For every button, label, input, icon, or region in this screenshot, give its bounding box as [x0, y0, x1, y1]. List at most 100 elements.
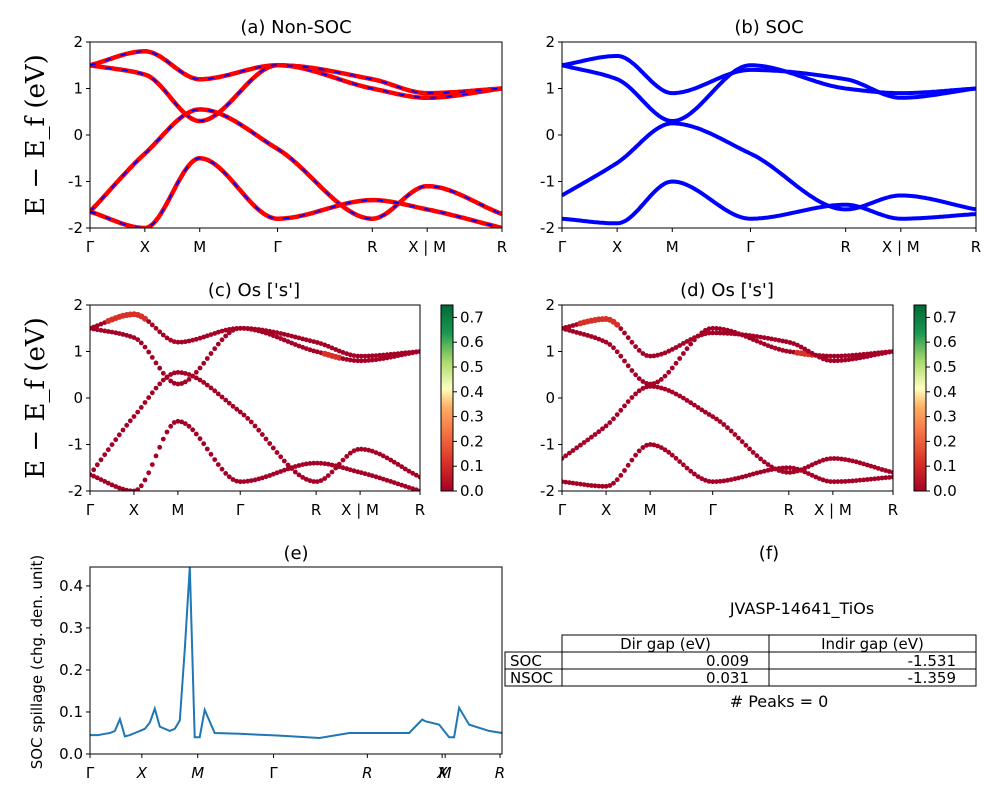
projection-point [647, 384, 653, 389]
projection-point [303, 346, 309, 351]
projection-point [274, 334, 280, 340]
projection-point [688, 341, 694, 347]
projection-point [625, 363, 631, 369]
panel-b-xtick-label: Γ [558, 238, 567, 256]
projection-point [197, 335, 203, 341]
nonsoc-band-line [90, 156, 502, 228]
projection-point [673, 391, 679, 397]
soc-band-line [562, 54, 976, 100]
projection-point [267, 441, 273, 446]
projection-point [248, 478, 254, 483]
projection-point [105, 447, 111, 453]
projection-point [109, 442, 115, 447]
projection-point [347, 352, 353, 358]
projection-point [160, 377, 166, 383]
table-cell [768, 668, 977, 687]
projection-point [168, 372, 174, 377]
projection-point [625, 399, 631, 404]
projection-point [336, 464, 342, 470]
projection-point [402, 466, 408, 472]
panel-c-colorbar: 0.0 0.1 0.2 0.3 0.4 0.5 0.6 0.7 [440, 304, 484, 500]
panel-c-ytick-label: -2 [68, 482, 83, 500]
projection-point [340, 465, 346, 471]
projection-point [410, 470, 416, 476]
projection-point [186, 423, 192, 429]
projection-point [651, 384, 657, 389]
projection-point [344, 351, 350, 357]
projection-point [879, 467, 885, 472]
projection-point [684, 465, 690, 471]
projection-point [149, 355, 155, 360]
projection-point [182, 339, 188, 345]
projection-point [292, 334, 298, 340]
projection-point [692, 402, 697, 408]
projection-point [153, 385, 159, 391]
projection-point [212, 457, 218, 462]
projection-point [717, 419, 723, 424]
projection-point [658, 351, 664, 357]
projection-point [391, 459, 397, 465]
panel-e-xtick-label: Γ [269, 764, 278, 782]
projection-point [629, 339, 635, 345]
projection-point [692, 335, 697, 341]
projection-point [857, 355, 863, 361]
panel-e-ytick-label: 0.0 [59, 745, 83, 763]
projection-point [102, 479, 108, 484]
colorbar-gradient [440, 304, 454, 492]
projection-point [362, 358, 368, 364]
projection-point [223, 471, 229, 476]
projection-point [219, 328, 225, 334]
projection-point [351, 353, 357, 358]
projection-point [681, 462, 686, 468]
projection-point [402, 483, 408, 489]
panel-d-ytick-label: -1 [540, 436, 555, 454]
projection-point [750, 450, 756, 455]
projection-point [388, 457, 394, 463]
projection-point [629, 457, 635, 463]
panel-b-ytick-label: -2 [540, 219, 555, 237]
projection-point [692, 471, 697, 477]
projection-point [802, 465, 808, 471]
projection-point [153, 360, 159, 366]
projection-point [831, 456, 837, 461]
projection-point [857, 477, 863, 483]
projection-point [322, 461, 328, 467]
projection-point [622, 403, 627, 409]
projection-point [629, 395, 635, 400]
projection-point [344, 466, 350, 472]
projection-point [695, 474, 701, 479]
projection-point [824, 353, 830, 359]
projection-point [776, 346, 782, 352]
panel-b-xtick-label: Γ [746, 238, 755, 256]
projection-point [355, 447, 361, 452]
projection-point [655, 443, 660, 449]
panel-b-ytick-label: 0 [545, 126, 555, 144]
projection-point [347, 467, 353, 473]
projection-point [230, 403, 236, 409]
projection-point [567, 450, 572, 456]
projection-point [747, 446, 752, 452]
projection-point [875, 476, 881, 481]
projection-point [314, 460, 320, 466]
projection-point [732, 432, 738, 437]
projection-point [603, 483, 609, 489]
projection-point [157, 329, 163, 335]
projection-point [842, 457, 848, 462]
projection-point [655, 384, 660, 390]
projection-point [384, 352, 390, 358]
projection-point [640, 386, 646, 391]
projection-point [563, 479, 569, 485]
projection-point [157, 444, 163, 450]
projection-point [377, 352, 383, 358]
projection-point [186, 377, 192, 382]
panel-b-xtick-label: X | M [882, 238, 920, 256]
colorbar-tick-label: 0.3 [460, 408, 484, 426]
projection-point [673, 360, 679, 366]
panel-e-xtick-label: X [436, 764, 448, 782]
projection-point [780, 469, 786, 474]
table-cell-text: 0.031 [706, 669, 749, 687]
projection-point [98, 477, 104, 482]
projection-point [146, 319, 152, 324]
colorbar-tick-label: 0.5 [933, 358, 957, 376]
nonsoc-band-dash [90, 108, 502, 220]
